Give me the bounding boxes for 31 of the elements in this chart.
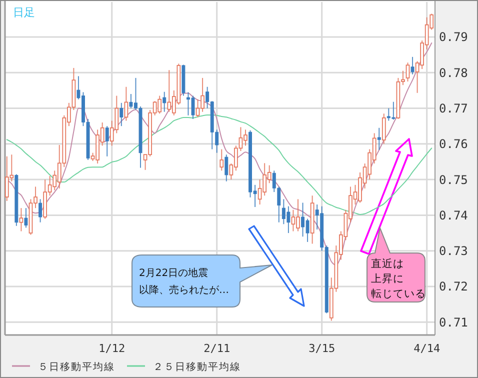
- candlestick: [120, 102, 124, 127]
- y-tick-label: 0.76: [439, 137, 468, 152]
- x-tick-label: 2/11: [204, 342, 230, 355]
- candlestick: [24, 208, 28, 228]
- x-tick-label: 1/12: [98, 342, 126, 355]
- y-tick-label: 0.74: [439, 208, 468, 222]
- candlestick: [162, 91, 166, 112]
- candlestick: [124, 86, 128, 122]
- y-tick-label: 0.72: [439, 280, 468, 294]
- candlestick: [19, 208, 24, 232]
- candlestick: [382, 113, 386, 144]
- candlestick: [220, 148, 224, 172]
- y-tick-label: 0.77: [439, 101, 468, 116]
- annotation: 2月22日の地震以降、売られたが…: [139, 267, 229, 296]
- annotation: 直近は上昇に転じている: [371, 257, 426, 300]
- candlestick: [410, 56, 414, 75]
- y-tick-label: 0.73: [439, 244, 468, 258]
- annotation: 日足: [13, 6, 35, 19]
- candlestick: [224, 154, 228, 182]
- y-tick-label: 0.71: [439, 315, 468, 330]
- candlestick: [38, 198, 42, 223]
- x-tick-label: 3/15: [308, 342, 336, 355]
- y-tick-label: 0.75: [439, 172, 468, 187]
- legend-label: ５日移動平均線: [38, 361, 115, 373]
- candlestick: [406, 62, 410, 82]
- y-tick-label: 0.79: [439, 30, 468, 44]
- candlestick: [105, 126, 109, 157]
- x-tick-label: 4/14: [414, 342, 440, 355]
- legend-label: ２５日移動平均線: [153, 361, 241, 373]
- y-tick-label: 0.78: [439, 66, 468, 80]
- candlestick: [377, 127, 381, 150]
